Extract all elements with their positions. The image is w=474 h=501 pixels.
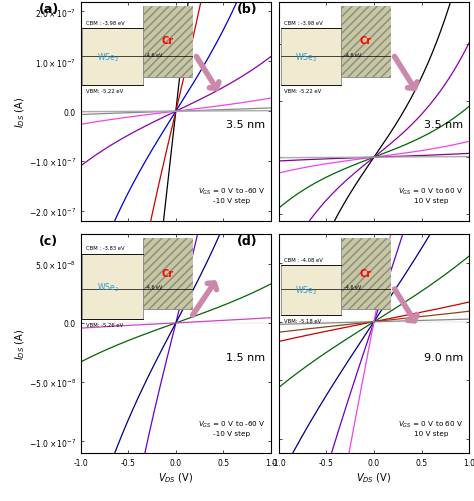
- Text: (a): (a): [39, 3, 59, 16]
- Text: (d): (d): [237, 234, 257, 247]
- Text: (b): (b): [237, 3, 257, 16]
- Text: $V_{GS}$ = 0 V to 60 V
10 V step: $V_{GS}$ = 0 V to 60 V 10 V step: [398, 187, 464, 204]
- Text: 3.5 nm: 3.5 nm: [226, 120, 265, 130]
- Text: (c): (c): [39, 234, 58, 247]
- Y-axis label: $I_{DS}$ (A): $I_{DS}$ (A): [14, 96, 27, 128]
- X-axis label: $V_{DS}$ (V): $V_{DS}$ (V): [158, 470, 193, 483]
- X-axis label: $V_{DS}$ (V): $V_{DS}$ (V): [356, 470, 392, 483]
- Text: 9.0 nm: 9.0 nm: [424, 352, 464, 362]
- Y-axis label: $I_{DS}$ (A): $I_{DS}$ (A): [14, 328, 27, 360]
- Text: $V_{GS}$ = 0 V to 60 V
10 V step: $V_{GS}$ = 0 V to 60 V 10 V step: [398, 419, 464, 436]
- Text: 3.5 nm: 3.5 nm: [424, 120, 464, 130]
- Text: $V_{GS}$ = 0 V to -60 V
-10 V step: $V_{GS}$ = 0 V to -60 V -10 V step: [198, 419, 265, 436]
- Text: 1.5 nm: 1.5 nm: [226, 352, 265, 362]
- Text: $V_{GS}$ = 0 V to -60 V
-10 V step: $V_{GS}$ = 0 V to -60 V -10 V step: [198, 187, 265, 204]
